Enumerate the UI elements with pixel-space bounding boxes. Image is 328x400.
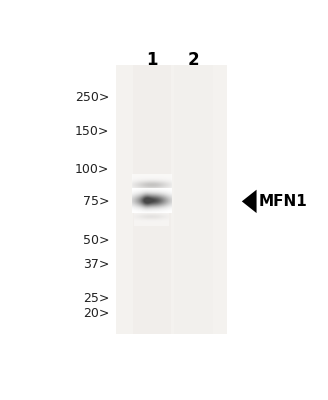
Text: 37>: 37> [83,258,109,271]
Text: 75>: 75> [83,195,109,208]
Text: MFN1: MFN1 [259,194,308,209]
Polygon shape [242,190,256,213]
Text: 2: 2 [188,51,199,69]
Bar [174,65,213,334]
Text: 150>: 150> [75,125,109,138]
Bar [133,65,171,334]
Bar [116,65,227,334]
Text: 250>: 250> [75,91,109,104]
Text: 1: 1 [146,51,157,69]
Text: 25>: 25> [83,292,109,304]
Text: 50>: 50> [83,234,109,247]
Text: 20>: 20> [83,307,109,320]
Text: 100>: 100> [75,162,109,176]
